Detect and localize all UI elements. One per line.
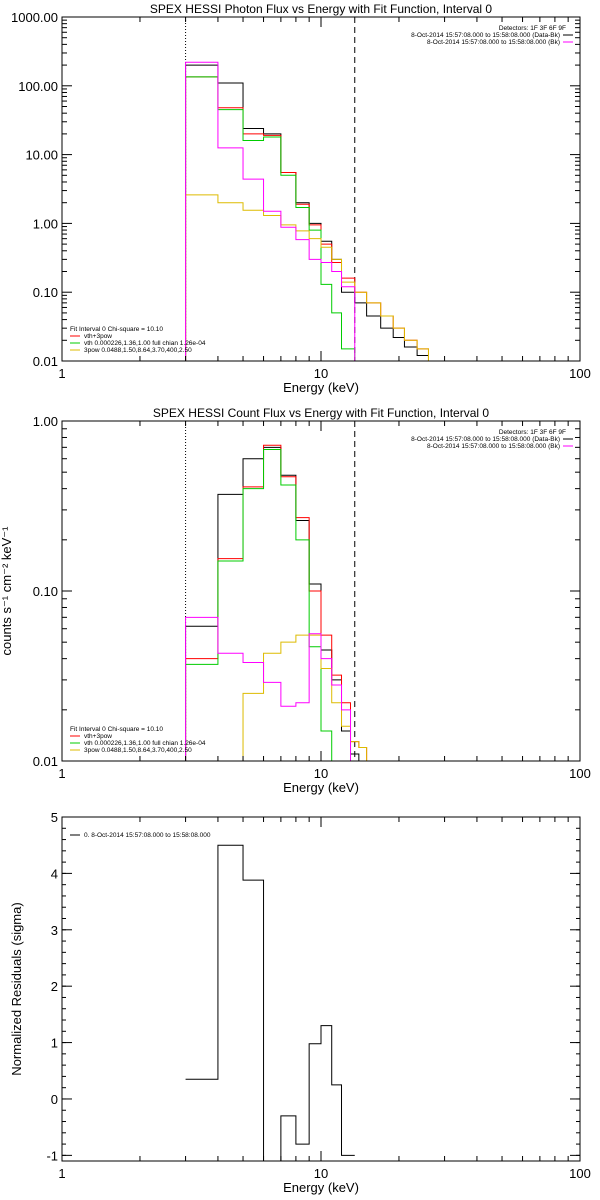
y-tick-label: 100.00 (18, 79, 58, 94)
series-group (185, 61, 442, 361)
series-group (185, 844, 355, 1161)
x-tick-label: 10 (314, 1166, 328, 1181)
legend-entry: vth 0.000226,1.36,1.00 full chian 1.26e-… (84, 340, 206, 347)
x-tick-label: 10 (314, 366, 328, 381)
legend-heading: Fit Interval 0 Chi-square = 10.10 (70, 326, 163, 333)
x-tick-label: 100 (569, 1166, 591, 1181)
detectors-label: Detectors: 1F 3F 6F 9F (499, 25, 566, 32)
legend-entry: 3pow 0.0488,1.50,8.64,3.70,400,2.50 (84, 747, 192, 754)
x-tick-label: 100 (569, 366, 591, 381)
y-axis-label: Normalized Residuals (sigma) (9, 902, 24, 1075)
chart-panel-2: SPEX HESSI Count Flux vs Energy with Fit… (0, 406, 591, 795)
x-axis-label: Energy (keV) (283, 780, 359, 795)
header-interval-text: 8-Oct-2014 15:57:08.000 to 15:58:08.000 … (411, 436, 560, 443)
legend-heading: Fit Interval 0 Chi-square = 10.10 (70, 726, 163, 733)
y-tick-label: 0.01 (33, 354, 58, 369)
y-tick-label: 1 (51, 1036, 58, 1051)
series-0- (185, 844, 355, 1161)
plot-frame (61, 16, 581, 362)
legend-entry: vth+3pow (84, 333, 112, 340)
series-vth-3pow (185, 76, 442, 361)
series-vth-3pow (185, 444, 368, 761)
y-tick-label: -1 (46, 1148, 58, 1163)
y-tick-label: 1.00 (33, 414, 58, 429)
x-axis-label: Energy (keV) (283, 380, 359, 395)
y-tick-label: 1000.00 (11, 10, 58, 25)
header-interval-text: 8-Oct-2014 15:57:08.000 to 15:58:08.000 … (427, 443, 560, 450)
series-data (185, 446, 360, 761)
x-tick-label: 1 (58, 766, 65, 781)
y-tick-label: 10.00 (25, 148, 58, 163)
plot-frame (61, 816, 581, 1162)
series-3pow (242, 634, 368, 761)
legend-entry: vth+3pow (84, 733, 112, 740)
x-tick-label: 1 (58, 366, 65, 381)
legend-entry: 3pow 0.0488,1.50,8.64,3.70,400,2.50 (84, 347, 192, 354)
y-tick-label: 0 (51, 1092, 58, 1107)
series-group (185, 444, 368, 761)
chart-title: SPEX HESSI Count Flux vs Energy with Fit… (153, 406, 489, 420)
header-interval-text: 8-Oct-2014 15:57:08.000 to 15:58:08.000 … (411, 32, 560, 39)
legend-entry: vth 0.000226,1.36,1.00 full chian 1.26e-… (84, 740, 206, 747)
y-tick-label: 0.01 (33, 754, 58, 769)
detectors-label: Detectors: 1F 3F 6F 9F (499, 429, 566, 436)
chart-title: SPEX HESSI Photon Flux vs Energy with Fi… (150, 2, 492, 16)
x-tick-label: 1 (58, 1166, 65, 1181)
x-axis-label: Energy (keV) (283, 1180, 359, 1195)
y-tick-label: 3 (51, 923, 58, 938)
y-tick-label: 4 (51, 866, 58, 881)
legend-entry: 0. 8-Oct-2014 15:57:08.000 to 15:58:08.0… (84, 832, 211, 839)
y-tick-label: 2 (51, 979, 58, 994)
header-interval-text: 8-Oct-2014 15:57:08.000 to 15:58:08.000 … (427, 39, 560, 46)
series-vth (185, 448, 333, 761)
series-3pow (185, 194, 442, 361)
series-vth (185, 76, 368, 361)
y-tick-label: 1.00 (33, 216, 58, 231)
y-tick-label: 0.10 (33, 285, 58, 300)
series-bk (185, 616, 352, 761)
chart-panel-1: SPEX HESSI Photon Flux vs Energy with Fi… (11, 2, 591, 395)
x-tick-label: 100 (569, 766, 591, 781)
x-tick-label: 10 (314, 766, 328, 781)
chart-panel-3: 1 10 100 Energy (keV) -1 0 1 2 3 4 5 Normalized Res… (9, 810, 591, 1195)
series-bk (185, 61, 356, 361)
y-tick-label: 0.10 (33, 584, 58, 599)
y-axis-label: counts s⁻¹ cm⁻² keV⁻¹ (0, 526, 14, 656)
y-tick-label: 5 (51, 810, 58, 825)
